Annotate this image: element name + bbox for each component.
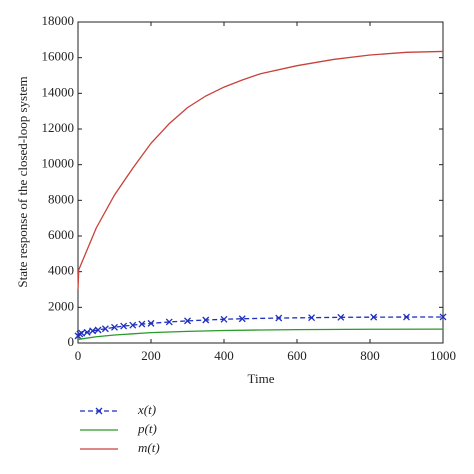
x-tick-label: 1000 <box>430 348 456 363</box>
plot-frame <box>77 21 444 344</box>
data-point <box>238 315 246 323</box>
data-point <box>220 315 228 323</box>
x-tick-label: 600 <box>287 348 307 363</box>
data-point <box>439 313 447 321</box>
data-point <box>76 330 84 338</box>
x-tick-label: 800 <box>360 348 380 363</box>
data-point <box>120 322 128 330</box>
data-point <box>275 314 283 322</box>
y-tick-label: 16000 <box>42 49 75 64</box>
data-point <box>101 325 109 333</box>
x-axis-label: Time <box>248 371 275 386</box>
data-point <box>147 319 155 327</box>
y-tick-label: 6000 <box>48 227 74 242</box>
y-tick-label: 0 <box>68 334 75 349</box>
y-tick-label: 18000 <box>42 13 75 28</box>
data-point <box>308 314 316 322</box>
data-point <box>165 318 173 326</box>
x-tick-label: 200 <box>141 348 161 363</box>
data-point <box>94 326 102 334</box>
data-point <box>78 329 86 337</box>
y-tick-label: 2000 <box>48 298 74 313</box>
series-line <box>77 316 444 337</box>
data-point <box>202 316 210 324</box>
legend-label: x(t) <box>137 402 156 417</box>
data-point <box>403 313 410 321</box>
y-tick-label: 4000 <box>48 263 74 278</box>
series-line <box>77 328 444 341</box>
x-tick-label: 0 <box>75 348 82 363</box>
y-axis-label: State response of the closed-loop system <box>15 76 30 287</box>
y-tick-label: 14000 <box>42 84 75 99</box>
data-point <box>83 328 91 336</box>
data-point <box>129 321 137 329</box>
y-tick-label: 10000 <box>42 156 75 171</box>
x-tick-label: 400 <box>214 348 234 363</box>
y-tick-label: 8000 <box>48 191 74 206</box>
y-tick-label: 12000 <box>42 120 75 135</box>
legend-label: p(t) <box>137 421 157 436</box>
legend-marker <box>95 407 103 415</box>
series-line <box>77 50 444 290</box>
data-point <box>138 320 146 328</box>
data-point <box>111 323 118 331</box>
data-point <box>89 327 97 335</box>
data-point <box>370 313 378 321</box>
data-point <box>337 313 345 321</box>
legend-label: m(t) <box>138 440 160 455</box>
data-point <box>184 317 191 325</box>
